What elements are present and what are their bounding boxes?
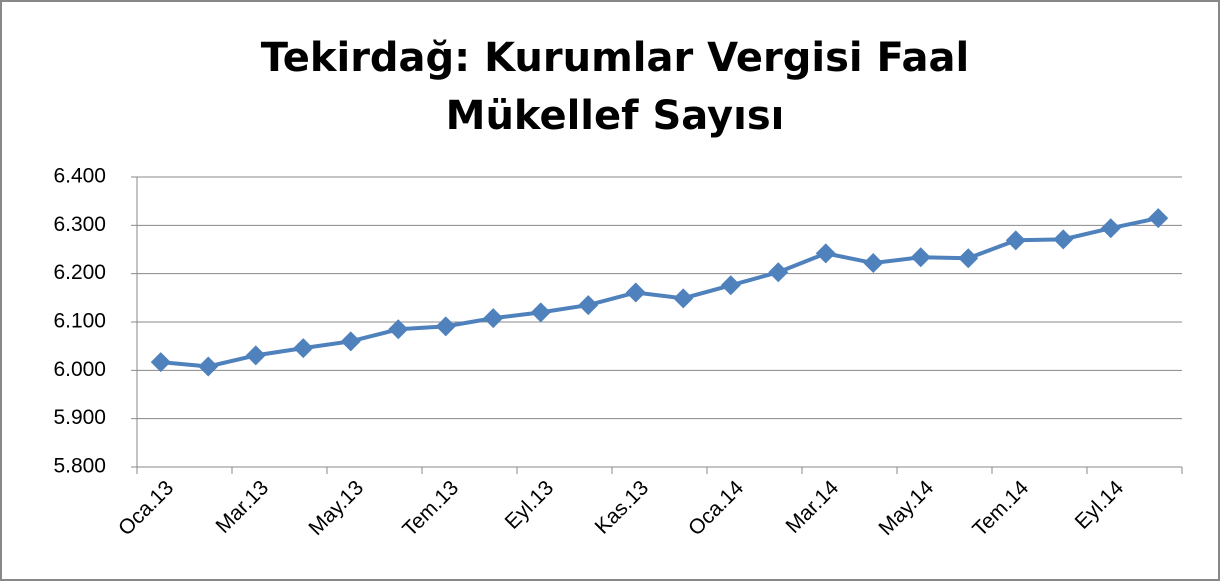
line: [160, 216, 1159, 369]
marker: [673, 288, 694, 309]
marker: [530, 302, 551, 323]
y-tick-label: 6.100: [53, 310, 106, 333]
marker: [245, 345, 266, 366]
marker: [910, 247, 931, 268]
marker: [1100, 218, 1121, 239]
marker: [720, 275, 741, 296]
y-tick-label: 6.000: [53, 358, 106, 381]
marker: [625, 282, 646, 303]
marker: [578, 295, 599, 316]
marker: [435, 316, 456, 337]
chart-title: Tekirdağ: Kurumlar Vergisi Faal: [261, 35, 969, 81]
marker: [1148, 208, 1169, 229]
y-tick-label: 5.800: [53, 455, 106, 478]
marker: [1053, 229, 1074, 250]
marker: [768, 262, 789, 283]
marker: [198, 356, 219, 377]
marker: [1005, 230, 1026, 251]
marker: [293, 338, 314, 359]
chart-title: Mükellef Sayısı: [446, 93, 785, 139]
marker: [863, 253, 884, 274]
marker: [150, 352, 171, 373]
marker: [340, 331, 361, 352]
y-tick-label: 6.400: [53, 165, 106, 188]
marker: [958, 248, 979, 269]
marker: [815, 243, 836, 264]
y-tick-label: 5.900: [53, 406, 106, 429]
y-tick-label: 6.200: [53, 261, 106, 284]
y-tick-label: 6.300: [53, 213, 106, 236]
marker: [483, 308, 504, 329]
marker: [388, 319, 409, 340]
